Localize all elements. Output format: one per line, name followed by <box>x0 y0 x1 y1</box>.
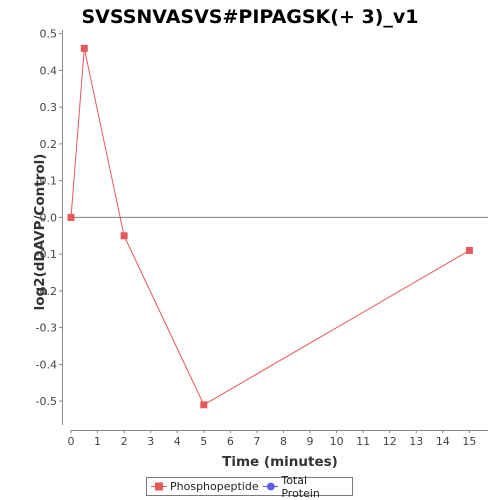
x-tick-label: 10 <box>330 435 344 448</box>
y-tick-label: 0.2 <box>40 138 58 151</box>
legend-label-phosphopeptide: Phosphopeptide <box>170 480 259 493</box>
y-tick-label: -0.2 <box>36 285 57 298</box>
plot-area <box>71 30 488 425</box>
y-tick-label: -0.4 <box>36 358 57 371</box>
x-tick-label: 5 <box>200 435 207 448</box>
data-point <box>200 401 208 409</box>
x-tick-label: 14 <box>436 435 450 448</box>
x-tick-label: 2 <box>121 435 128 448</box>
legend-item-total-protein: Total Protein <box>262 473 348 500</box>
y-tick-label: -0.3 <box>36 322 57 335</box>
x-tick-label: 15 <box>462 435 476 448</box>
y-tick-label: -0.5 <box>36 395 57 408</box>
legend: Phosphopeptide Total Protein <box>146 474 353 500</box>
x-tick-label: 7 <box>253 435 260 448</box>
chart-title: SVSSNVASVS#PIPAGSK(+ 3)_v1 <box>81 6 418 28</box>
x-tick-label: 6 <box>227 435 234 448</box>
x-tick-label: 3 <box>147 435 154 448</box>
x-tick-label: 13 <box>409 435 423 448</box>
y-axis-label: log2(dDAVP/Control) <box>32 154 48 311</box>
x-tick-label: 11 <box>356 435 370 448</box>
y-tick-label: -0.1 <box>36 248 57 261</box>
x-tick-label: 8 <box>280 435 287 448</box>
y-tick-label: 0.1 <box>40 175 58 188</box>
x-tick-label: 4 <box>174 435 181 448</box>
legend-item-phosphopeptide: Phosphopeptide <box>151 480 259 493</box>
x-axis-label: Time (minutes) <box>222 454 338 470</box>
x-tick-label: 1 <box>94 435 101 448</box>
legend-label-total-protein: Total Protein <box>281 473 320 500</box>
y-tick-label: 0.4 <box>40 64 58 77</box>
x-tick-label: 12 <box>383 435 397 448</box>
x-tick-label: 0 <box>68 435 75 448</box>
phosphopeptide-swatch-icon <box>151 482 167 491</box>
data-point <box>80 44 88 52</box>
data-point <box>67 213 75 221</box>
y-tick-label: 0.5 <box>40 28 58 41</box>
data-point <box>120 232 128 240</box>
y-tick-label: 0.3 <box>40 101 58 114</box>
y-tick-label: 0.0 <box>40 211 58 224</box>
x-tick-label: 9 <box>307 435 314 448</box>
total-protein-swatch-icon <box>262 482 279 491</box>
data-point <box>465 246 473 254</box>
